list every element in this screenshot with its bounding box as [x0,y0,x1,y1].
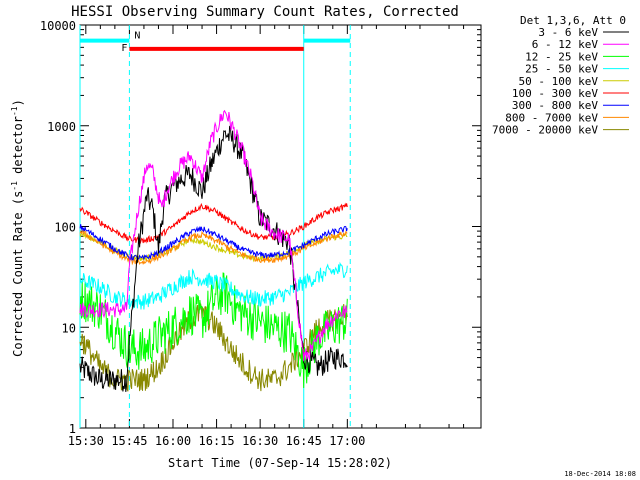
ylabel-main: Corrected Count Rate (s [11,191,25,357]
svg-text:Corrected Count Rate (s-1 dete: Corrected Count Rate (s-1 detector-1) [10,99,25,357]
x-tick-label: 16:15 [199,434,235,448]
plot-frame [79,24,482,429]
y-tick-label: 100 [54,221,76,235]
y-axis-label: Corrected Count Rate (s-1 detector-1) [10,99,25,357]
legend-entry: 25 - 50 keV [525,63,598,76]
x-tick-label: 15:30 [68,434,104,448]
legend-entry: 12 - 25 keV [525,50,598,63]
observing-flags: FN [80,31,351,54]
series-line [79,202,348,245]
series-line [79,261,348,310]
y-tick-label: 1000 [47,120,76,134]
legend-entry: 100 - 300 keV [512,87,598,100]
x-axis-label: Start Time (07-Sep-14 15:28:02) [168,456,392,470]
legend-entry: 6 - 12 keV [532,38,599,51]
y-tick-label: 10000 [40,19,76,33]
x-tick-label: 16:30 [242,434,278,448]
ylabel-end: ) [11,99,25,106]
series-line [79,125,348,392]
series-line [79,228,348,266]
ylabel-mid: detector [11,116,25,181]
x-tick-label: 17:00 [329,434,365,448]
legend-entry: 300 - 800 keV [512,99,598,112]
flag-label: N [134,31,140,42]
series-lines [79,109,348,392]
legend-entry: 7000 - 20000 keV [492,124,598,137]
chart-title: HESSI Observing Summary Count Rates, Cor… [71,4,459,20]
y-tick-label: 1 [69,422,76,436]
series-line [79,224,348,262]
legend-entry: 800 - 7000 keV [505,111,598,124]
y-tick-label: 10 [62,321,76,335]
series-line [79,109,348,362]
ylabel-sup2: -1 [10,106,19,116]
axis-ticks: 1 10 100 1000 10000 15:30 15:45 16:00 16:15 16:30… [40,19,481,448]
x-tick-label: 16:45 [286,434,322,448]
legend-entry: 3 - 6 keV [538,26,598,39]
x-tick-label: 16:00 [155,434,191,448]
timestamp: 18-Dec-2014 18:08 [564,470,636,478]
ylabel-sup1: -1 [10,181,19,191]
flag-label: F [121,43,127,54]
x-tick-label: 15:45 [111,434,147,448]
series-line [79,272,348,389]
legend-entry: 50 - 100 keV [519,75,599,88]
legend-title: Det 1,3,6, Att 0 [520,14,626,27]
